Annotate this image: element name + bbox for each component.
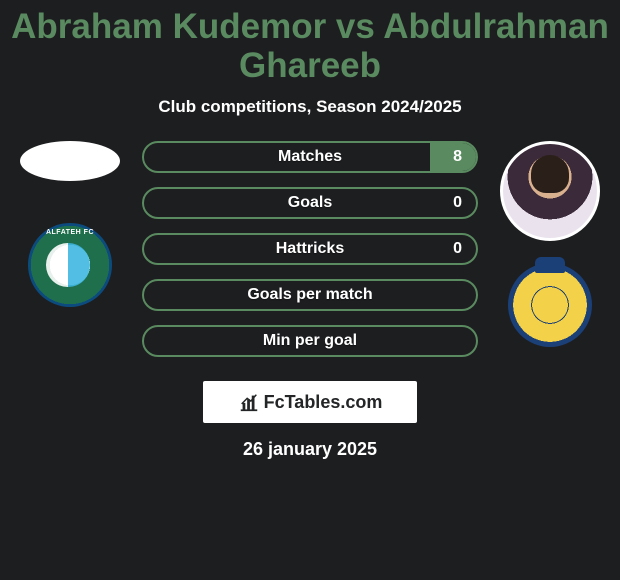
stats-column: Matches 8 Goals 0 Hattricks 0 Goals per … <box>130 131 490 357</box>
main-row: ALFATEH FC Matches 8 Goals 0 Hattricks 0 <box>0 131 620 357</box>
stat-label: Goals <box>288 194 332 212</box>
watermark: FcTables.com <box>203 381 417 423</box>
date: 26 january 2025 <box>0 423 620 460</box>
club-badge-alnassr <box>508 263 592 347</box>
stat-value-right: 0 <box>453 194 462 212</box>
player-right-avatar <box>500 141 600 241</box>
subtitle: Club competitions, Season 2024/2025 <box>0 91 620 131</box>
stat-bar-goals: Goals 0 <box>142 187 478 219</box>
player-right-column <box>490 131 610 347</box>
stat-bar-hattricks: Hattricks 0 <box>142 233 478 265</box>
watermark-text: FcTables.com <box>264 392 383 413</box>
stat-value-right: 8 <box>453 148 462 166</box>
club-badge-alfateh-label: ALFATEH FC <box>46 229 94 236</box>
stat-bar-matches: Matches 8 <box>142 141 478 173</box>
comparison-card: Abraham Kudemor vs Abdulrahman Ghareeb C… <box>0 0 620 460</box>
stat-bar-min-per-goal: Min per goal <box>142 325 478 357</box>
club-badge-alfateh: ALFATEH FC <box>28 223 112 307</box>
stat-value-right: 0 <box>453 240 462 258</box>
stat-label: Min per goal <box>263 332 357 350</box>
player-left-avatar-placeholder <box>20 141 120 181</box>
stat-label: Matches <box>278 148 342 166</box>
stat-label: Hattricks <box>276 240 344 258</box>
player-left-column: ALFATEH FC <box>10 131 130 307</box>
bar-chart-icon <box>238 391 260 413</box>
stat-label: Goals per match <box>247 286 372 304</box>
page-title: Abraham Kudemor vs Abdulrahman Ghareeb <box>0 0 620 91</box>
stat-bar-goals-per-match: Goals per match <box>142 279 478 311</box>
